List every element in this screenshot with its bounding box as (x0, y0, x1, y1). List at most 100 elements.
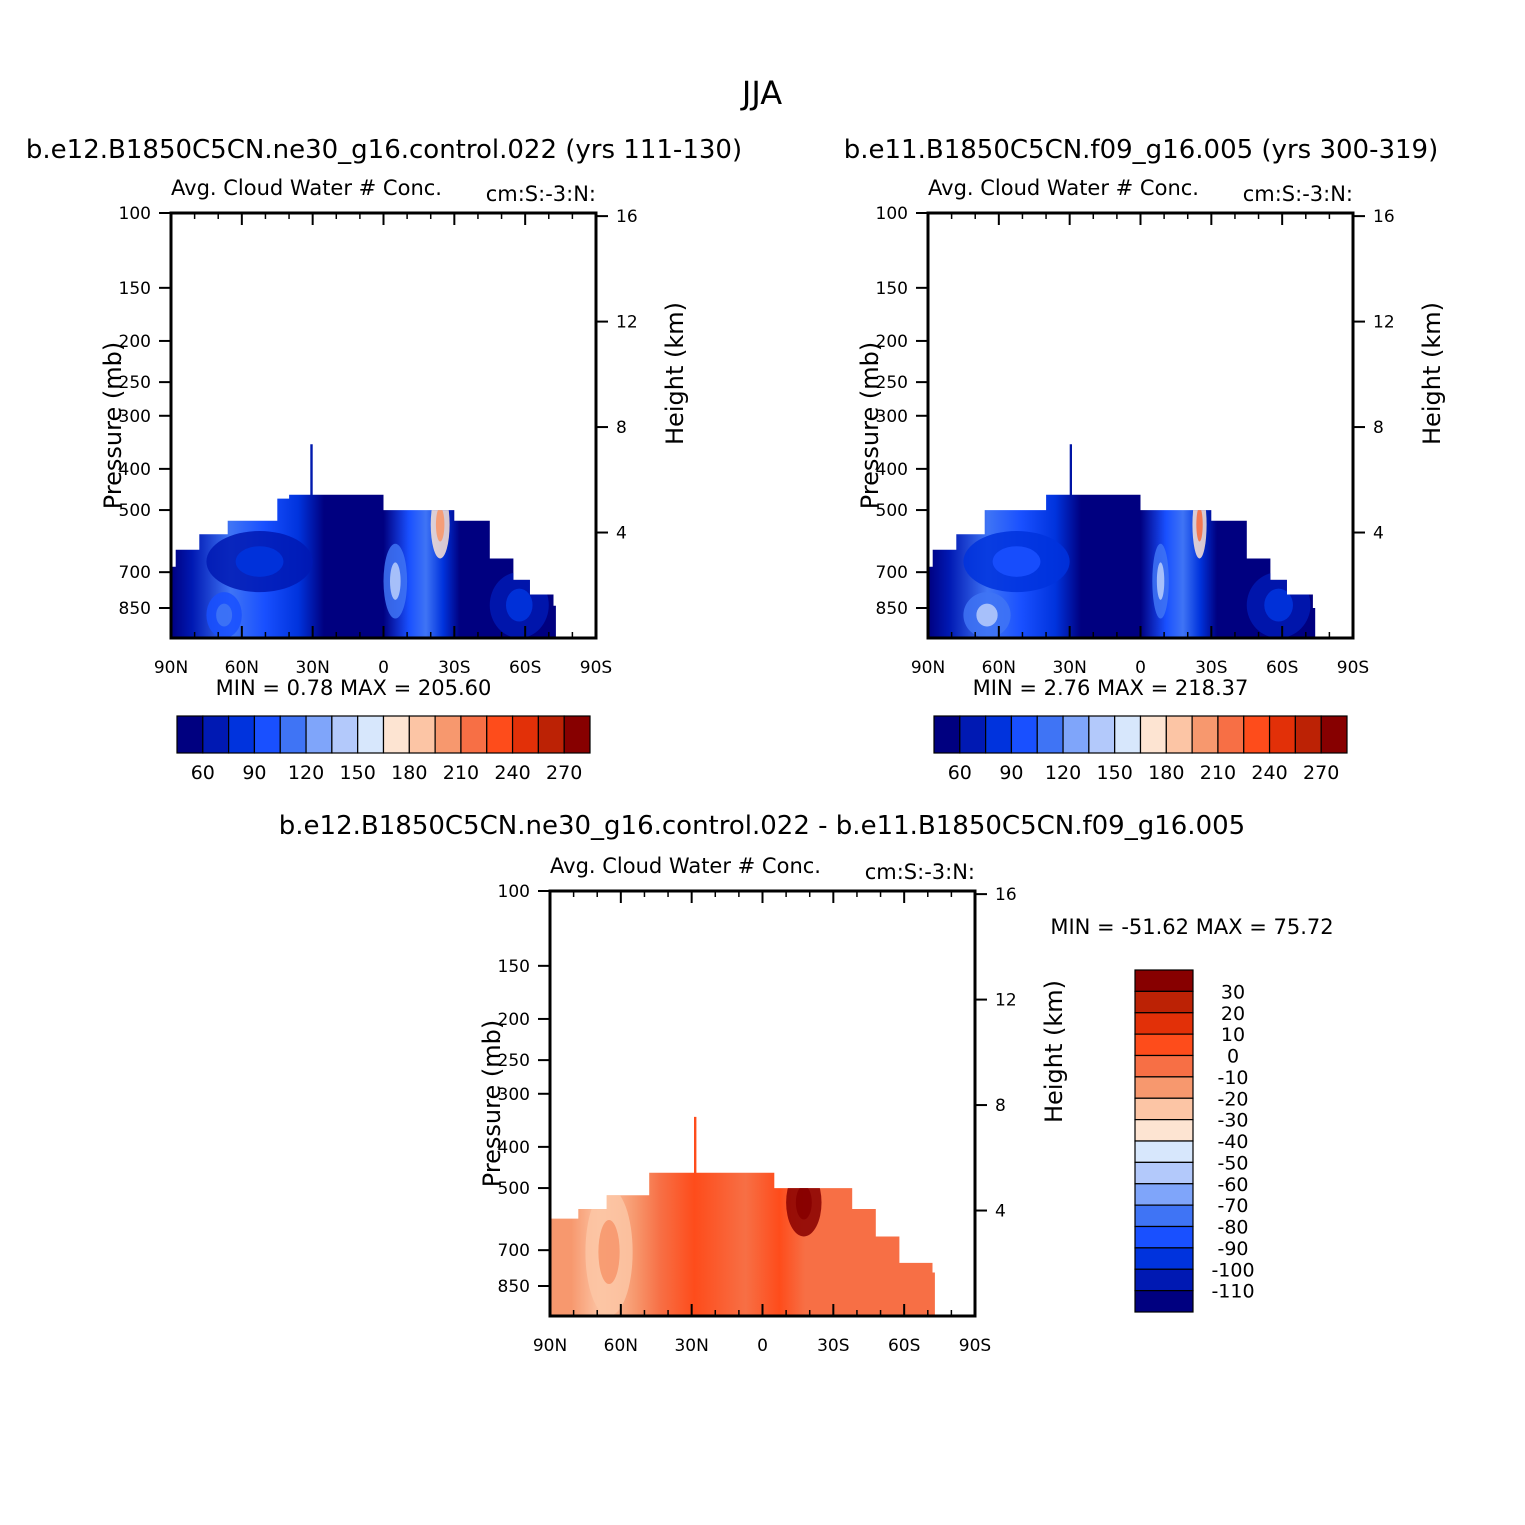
colorbar-swatch (279, 715, 307, 754)
x-tick-label: 30N (1052, 658, 1086, 678)
feature-core (1156, 562, 1165, 600)
colorbar: 3020100-10-20-30-40-50-60-70-80-90-100-1… (1134, 969, 1255, 1313)
colorbar-swatch (1134, 1054, 1194, 1078)
variable-label: Avg. Cloud Water # Conc. (550, 854, 821, 878)
x-tick-label: 30N (295, 658, 329, 678)
colorbar-swatch (1036, 715, 1064, 754)
y2-tick-label: 4 (1373, 524, 1384, 544)
x-tick-label: 30S (817, 1336, 849, 1356)
colorbar-label: 150 (1097, 762, 1133, 784)
units-label: cm:S:-3:N: (865, 860, 975, 884)
y-tick-label: 300 (498, 1085, 530, 1105)
colorbar-label: 150 (340, 762, 376, 784)
x-tick-label: 60N (604, 1336, 638, 1356)
colorbar-swatch (1134, 1119, 1194, 1142)
colorbar-label: 210 (1200, 762, 1236, 784)
y-tick-label: 100 (119, 204, 151, 224)
colorbar-label: -110 (1211, 1281, 1254, 1303)
y-tick-label: 500 (876, 501, 908, 521)
y-tick-label: 150 (876, 279, 908, 299)
colorbar-label: 60 (948, 762, 972, 784)
feature-core (435, 507, 445, 542)
units-label: cm:S:-3:N: (486, 182, 596, 206)
colorbar-label: 210 (443, 762, 479, 784)
y-tick-label: 400 (498, 1138, 530, 1158)
y-tick-label: 700 (119, 563, 151, 583)
panel-title: b.e12.B1850C5CN.ne30_g16.control.022 - b… (279, 811, 1245, 841)
colorbar-label: 240 (1251, 762, 1287, 784)
y-tick-label: 250 (498, 1051, 530, 1071)
x-tick-label: 60S (509, 658, 541, 678)
y-tick-label: 200 (119, 332, 151, 352)
colorbar-swatch (1134, 1076, 1194, 1099)
colorbar-label: -70 (1217, 1195, 1248, 1217)
feature-core (505, 588, 533, 622)
variable-label: Avg. Cloud Water # Conc. (171, 176, 442, 200)
x-tick-label: 0 (757, 1336, 768, 1356)
y2-tick-label: 8 (995, 1096, 1006, 1116)
colorbar-swatch (1134, 1268, 1194, 1292)
colorbar-swatch (408, 715, 436, 754)
y-tick-label: 300 (119, 407, 151, 427)
colorbar-swatch (357, 715, 385, 754)
colorbar-swatch (1191, 715, 1219, 754)
y2-tick-label: 12 (995, 991, 1017, 1011)
min-max-stats: MIN = -51.62 MAX = 75.72 (1050, 915, 1333, 939)
colorbar-swatch (486, 715, 514, 754)
colorbar-swatch (1134, 1033, 1194, 1057)
y-tick-label: 300 (876, 407, 908, 427)
colorbar-label: 0 (1227, 1046, 1239, 1068)
colorbar-label: -80 (1217, 1217, 1248, 1239)
x-tick-label: 90S (959, 1336, 991, 1356)
x-tick-label: 30N (674, 1336, 708, 1356)
colorbar-swatch (1139, 715, 1167, 754)
min-max-stats: MIN = 0.78 MAX = 205.60 (216, 676, 492, 700)
feature-core (1264, 588, 1293, 622)
y2-tick-label: 8 (616, 418, 627, 438)
colorbar-label: 20 (1221, 1003, 1245, 1025)
colorbar-swatch (1134, 1097, 1194, 1121)
panel-title: b.e12.B1850C5CN.ne30_g16.control.022 (yr… (26, 135, 742, 165)
contour-field (171, 444, 556, 638)
y-tick-label: 850 (876, 599, 908, 619)
colorbar-swatch (1134, 990, 1194, 1014)
colorbar-label: 270 (1303, 762, 1339, 784)
colorbar-label: 60 (191, 762, 215, 784)
colorbar-label: 120 (1045, 762, 1081, 784)
colorbar-swatch (331, 715, 359, 754)
x-tick-label: 0 (1135, 658, 1146, 678)
colorbar-swatch (1134, 1225, 1194, 1249)
x-tick-label: 60S (1266, 658, 1298, 678)
colorbar-label: 30 (1221, 981, 1245, 1003)
colorbar-label: -90 (1217, 1238, 1248, 1260)
y-tick-label: 400 (876, 460, 908, 480)
colorbar-swatch (537, 715, 565, 754)
colorbar-swatch (1268, 715, 1296, 754)
x-tick-label: 90N (533, 1336, 567, 1356)
y-tick-label: 850 (119, 599, 151, 619)
page-title: JJA (740, 74, 782, 112)
colorbar-label: 270 (546, 762, 582, 784)
colorbar-swatch (985, 715, 1013, 754)
colorbar-swatch (382, 715, 410, 754)
colorbar-swatch (1320, 715, 1348, 754)
colorbar-swatch (228, 715, 256, 754)
colorbar-swatch (434, 715, 462, 754)
y-tick-label: 250 (119, 373, 151, 393)
colorbar: 60 90 120 150 180 210 240 270 (176, 715, 591, 784)
y2-axis-label: Height (km) (661, 302, 689, 445)
y-tick-label: 500 (119, 501, 151, 521)
y2-tick-label: 12 (616, 313, 638, 333)
colorbar-swatch (1243, 715, 1271, 754)
x-tick-label: 30S (438, 658, 470, 678)
y-tick-label: 200 (498, 1010, 530, 1030)
colorbar-swatch (1134, 1247, 1194, 1270)
y2-tick-label: 12 (1373, 313, 1395, 333)
colorbar-swatch (1114, 715, 1142, 754)
y-tick-label: 700 (876, 563, 908, 583)
colorbar-swatch (1134, 969, 1194, 992)
y-axis-label: Pressure (mb) (99, 342, 127, 509)
colorbar-swatch (1062, 715, 1090, 754)
y-axis-label: Pressure (mb) (856, 342, 884, 509)
